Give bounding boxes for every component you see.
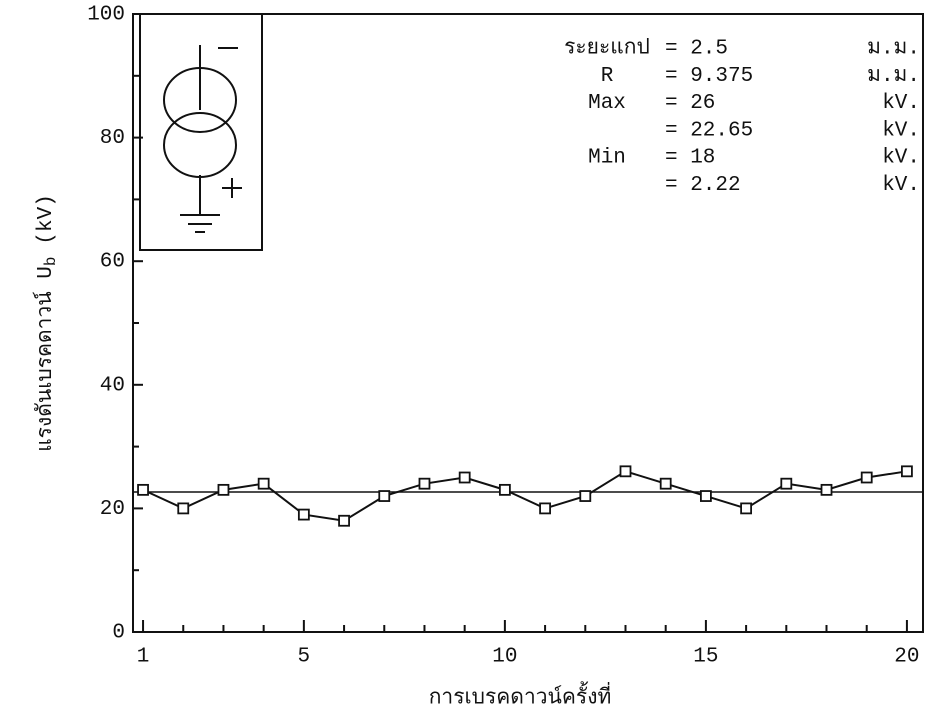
annotation-label: R — [601, 65, 614, 88]
x-tick-label: 5 — [298, 646, 311, 669]
y-axis-label: แรงดันเบรคดาวน์ Ub (kV) — [32, 194, 61, 452]
annotation-label: Min — [588, 147, 626, 170]
x-tick-label: 1 — [137, 646, 150, 669]
annotation-unit: kV. — [882, 147, 920, 170]
x-tick-label: 10 — [492, 646, 517, 669]
y-tick-label: 100 — [87, 4, 125, 27]
plot-frame — [132, 13, 924, 633]
annotation-unit: ม.ม. — [867, 65, 920, 88]
data-point — [579, 490, 592, 502]
data-point — [539, 502, 551, 515]
data-point — [217, 483, 230, 496]
y-tick-label: 40 — [100, 374, 125, 397]
data-point — [901, 465, 913, 478]
data-point — [338, 514, 350, 527]
data-point — [780, 477, 793, 490]
data-point — [820, 483, 833, 496]
annotation-value: = 18 — [665, 147, 715, 170]
annotation-unit: kV. — [882, 174, 920, 197]
y-label-unit: (kV) — [35, 194, 58, 244]
data-line — [142, 470, 908, 522]
x-axis-label: การเบรคดาวน์ครั้งที่ — [429, 682, 612, 711]
x-tick-label: 15 — [693, 646, 718, 669]
data-point — [700, 490, 712, 502]
data-point — [458, 471, 471, 484]
annotation-unit: kV. — [882, 92, 920, 115]
y-tick-label: 0 — [112, 622, 125, 645]
data-point — [257, 477, 270, 490]
data-point — [659, 477, 672, 490]
y-tick-label: 80 — [100, 127, 125, 150]
annotation-unit: ม.ม. — [867, 38, 920, 61]
data-point — [418, 477, 431, 490]
x-tick-label: 20 — [894, 646, 919, 669]
annotation-unit: kV. — [882, 119, 920, 142]
data-point — [619, 465, 632, 478]
y-tick-label: 60 — [100, 251, 125, 274]
y-label-text: แรงดันเบรคดาวน์ U — [32, 266, 58, 452]
data-point — [860, 471, 873, 484]
data-point — [297, 508, 310, 521]
data-point — [498, 483, 511, 496]
data-point — [177, 502, 190, 515]
y-label-subscript: b — [42, 257, 60, 267]
annotation-value: = 22.65 — [665, 119, 753, 142]
annotation-label: Max — [588, 92, 626, 115]
annotation-value: = 2.5 — [665, 38, 728, 61]
circuit-inset — [139, 13, 263, 251]
data-point — [137, 483, 149, 496]
annotation-value: = 9.375 — [665, 65, 753, 88]
annotation-value: = 2.22 — [665, 174, 741, 197]
data-point — [378, 490, 391, 502]
data-point — [740, 502, 753, 515]
annotation-label: ระยะแกป — [564, 38, 650, 61]
y-tick-label: 20 — [100, 498, 125, 521]
annotation-value: = 26 — [665, 92, 715, 115]
